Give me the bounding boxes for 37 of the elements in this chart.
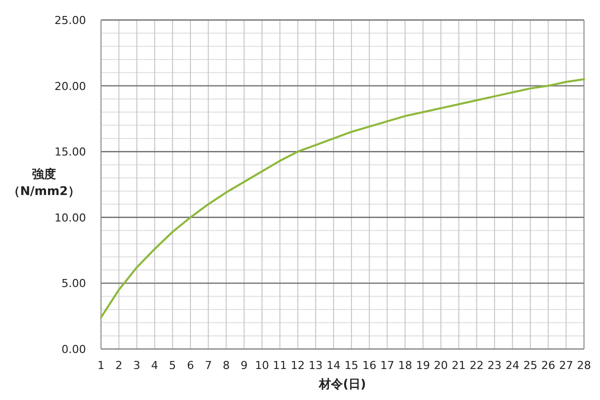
x-axis-title: 材令(日) (318, 377, 366, 391)
x-tick-label: 18 (398, 359, 412, 372)
x-tick-label: 14 (326, 359, 341, 372)
line-series (100, 78, 585, 318)
x-tick-label: 6 (186, 359, 194, 372)
x-tick-label: 28 (577, 359, 591, 372)
y-tick-label: 15.00 (54, 146, 86, 159)
x-tick-label: 5 (169, 359, 176, 372)
x-tick-label: 7 (204, 359, 212, 372)
x-tick-label: 12 (290, 359, 305, 372)
y-tick-label: 0.00 (62, 343, 86, 356)
x-tick-label: 3 (133, 359, 140, 372)
y-tick-label: 20.00 (54, 80, 86, 93)
x-tick-label: 27 (559, 359, 574, 372)
x-tick-label: 1 (98, 359, 104, 372)
x-tick-label: 10 (255, 359, 269, 372)
y-tick-label: 5.00 (62, 277, 86, 290)
x-tick-label: 20 (434, 359, 448, 372)
x-tick-label: 24 (505, 359, 520, 372)
y-tick-label: 10.00 (54, 211, 86, 224)
x-tick-label: 16 (362, 359, 376, 372)
x-tick-label: 4 (151, 359, 158, 372)
x-tick-label: 9 (240, 359, 248, 372)
x-tick-label: 17 (380, 359, 394, 372)
x-tick-label: 2 (115, 359, 122, 372)
x-tick-label: 26 (541, 359, 556, 372)
x-tick-label: 11 (272, 359, 287, 372)
x-tick-label: 19 (416, 359, 430, 372)
x-tick-label: 8 (222, 359, 230, 372)
x-tick-label: 22 (470, 359, 484, 372)
x-tick-label: 13 (308, 359, 323, 372)
x-tick-label: 23 (488, 359, 502, 372)
y-axis-title: 強度（N/mm2） (8, 167, 80, 198)
x-tick-label: 15 (344, 359, 358, 372)
x-tick-label: 21 (452, 359, 466, 372)
x-tick-label: 25 (523, 359, 538, 372)
y-tick-label: 25.00 (54, 14, 86, 27)
